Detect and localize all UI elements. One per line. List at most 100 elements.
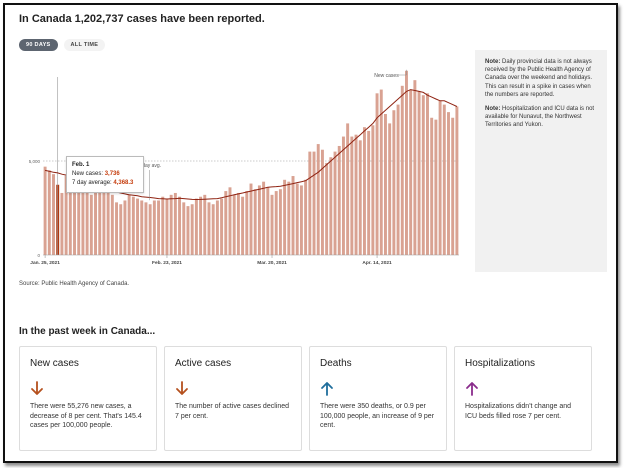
chart-bar xyxy=(85,191,89,255)
card-title: New cases xyxy=(30,358,79,369)
chart-bar xyxy=(127,194,131,255)
chart-bar xyxy=(194,198,198,255)
chart-bar xyxy=(295,183,299,255)
range-toggle: 90 DAYS ALL TIME xyxy=(19,39,106,51)
source-note: Source: Public Health Agency of Canada. xyxy=(19,281,130,287)
page-title: In Canada 1,202,737 cases have been repo… xyxy=(19,13,265,25)
chart-bar xyxy=(346,123,350,256)
page-frame: In Canada 1,202,737 cases have been repo… xyxy=(3,3,618,463)
x-tick-label: Feb. 23, 2021 xyxy=(152,260,182,266)
toggle-90-days[interactable]: 90 DAYS xyxy=(19,39,58,51)
chart-bar xyxy=(115,202,119,255)
chart-bar xyxy=(131,196,135,255)
chart-bar xyxy=(308,151,312,255)
annotation-avg: 7 day avg. xyxy=(138,163,161,169)
tooltip-avg-label: 7 day average: xyxy=(72,180,112,186)
chart-bar xyxy=(249,183,253,255)
chart-bar xyxy=(287,181,291,255)
card-text: The number of active cases declined 7 pe… xyxy=(175,403,290,420)
note-2-label: Note: xyxy=(485,106,501,113)
chart-bar xyxy=(169,194,173,255)
chart-bar xyxy=(442,104,446,255)
chart-bar xyxy=(283,179,287,255)
chart-bar xyxy=(73,189,76,255)
chart-tooltip: Feb. 1 New cases: 3,736 7 day average: 4… xyxy=(66,156,144,193)
note-box: Note: Daily provincial data is not alway… xyxy=(475,50,607,272)
annotation-new-cases: New cases xyxy=(374,73,399,79)
chart-bar xyxy=(257,185,261,255)
chart-bar xyxy=(358,140,362,255)
chart-bar xyxy=(312,151,316,255)
x-tick-label: Mar. 20, 2021 xyxy=(257,260,287,266)
chart-bar xyxy=(215,200,219,255)
chart-bar xyxy=(119,204,123,255)
chart-bar xyxy=(438,100,442,255)
chart-bar xyxy=(333,151,337,255)
chart-bar xyxy=(409,89,413,255)
chart-bar xyxy=(182,202,186,255)
chart-bar xyxy=(207,202,211,255)
cases-bar-chart[interactable]: 0 5,000 Jan. 25, 2021 Feb. 23, 2021 Mar. 20,… xyxy=(19,57,469,269)
arrow-up-icon xyxy=(320,381,436,396)
chart-bar xyxy=(354,134,358,255)
chart-bar xyxy=(396,104,400,255)
chart-bar xyxy=(178,196,182,255)
note-paragraph-1: Note: Daily provincial data is not alway… xyxy=(485,58,597,99)
chart-bar xyxy=(228,187,232,255)
chart-bar xyxy=(140,200,144,255)
note-1-label: Note: xyxy=(485,59,501,65)
chart-bar xyxy=(350,136,354,255)
tooltip-avg-value: 4,368.3 xyxy=(113,180,134,186)
toggle-all-time[interactable]: ALL TIME xyxy=(63,39,106,51)
chart-bar xyxy=(102,191,106,255)
chart-bar xyxy=(245,191,249,255)
chart-bar xyxy=(68,181,72,255)
card-active-cases: Active cases The number of active cases … xyxy=(164,346,302,451)
arrow-up-icon xyxy=(465,381,581,396)
chart-bar xyxy=(47,170,51,255)
chart-bar xyxy=(388,123,392,256)
chart-bar xyxy=(190,204,194,255)
card-title: Deaths xyxy=(320,358,352,369)
arrow-down-icon xyxy=(30,381,146,396)
chart-bar xyxy=(434,119,438,255)
chart-bar xyxy=(211,204,215,255)
chart-bar xyxy=(224,191,228,255)
y-tick-label: 5,000 xyxy=(29,159,41,164)
chart-bar xyxy=(236,192,240,255)
note-1-text: Daily provincial data is not always rece… xyxy=(485,59,593,98)
chart-bar xyxy=(106,189,110,255)
chart-bar xyxy=(320,149,324,255)
arrow-down-icon xyxy=(175,381,291,396)
chart-bar xyxy=(136,198,140,255)
chart-bar xyxy=(274,191,278,255)
chart-bar xyxy=(270,194,274,255)
chart-bar xyxy=(341,136,345,255)
annotation-leader xyxy=(398,69,407,76)
tooltip-average: 7 day average: 4,368.3 xyxy=(72,179,138,188)
chart-bar xyxy=(455,106,459,255)
chart-bar xyxy=(220,198,224,255)
card-new-cases: New cases There were 55,276 new cases, a… xyxy=(19,346,157,451)
chart-bar xyxy=(421,95,425,255)
chart-bar xyxy=(417,91,421,255)
chart-bar xyxy=(241,196,245,255)
chart-bar xyxy=(161,196,165,255)
week-heading: In the past week in Canada... xyxy=(19,326,156,337)
chart-bar xyxy=(405,70,408,255)
card-hospitalizations: Hospitalizations Hospitalizations didn't… xyxy=(454,346,592,451)
chart-bar xyxy=(199,196,203,255)
chart-bar xyxy=(362,127,366,255)
chart-bar xyxy=(266,187,270,255)
x-tick-label: Apr. 14, 2021 xyxy=(362,260,392,266)
chart-bar xyxy=(123,200,127,255)
chart-bar xyxy=(144,202,148,255)
chart-bar xyxy=(447,112,450,255)
chart-bar xyxy=(77,185,81,255)
chart-bar xyxy=(299,185,303,255)
chart-bar xyxy=(60,192,64,255)
chart-bar xyxy=(426,93,429,255)
chart-bar xyxy=(379,89,383,255)
chart-bar xyxy=(392,110,396,255)
chart-bar xyxy=(316,144,320,255)
